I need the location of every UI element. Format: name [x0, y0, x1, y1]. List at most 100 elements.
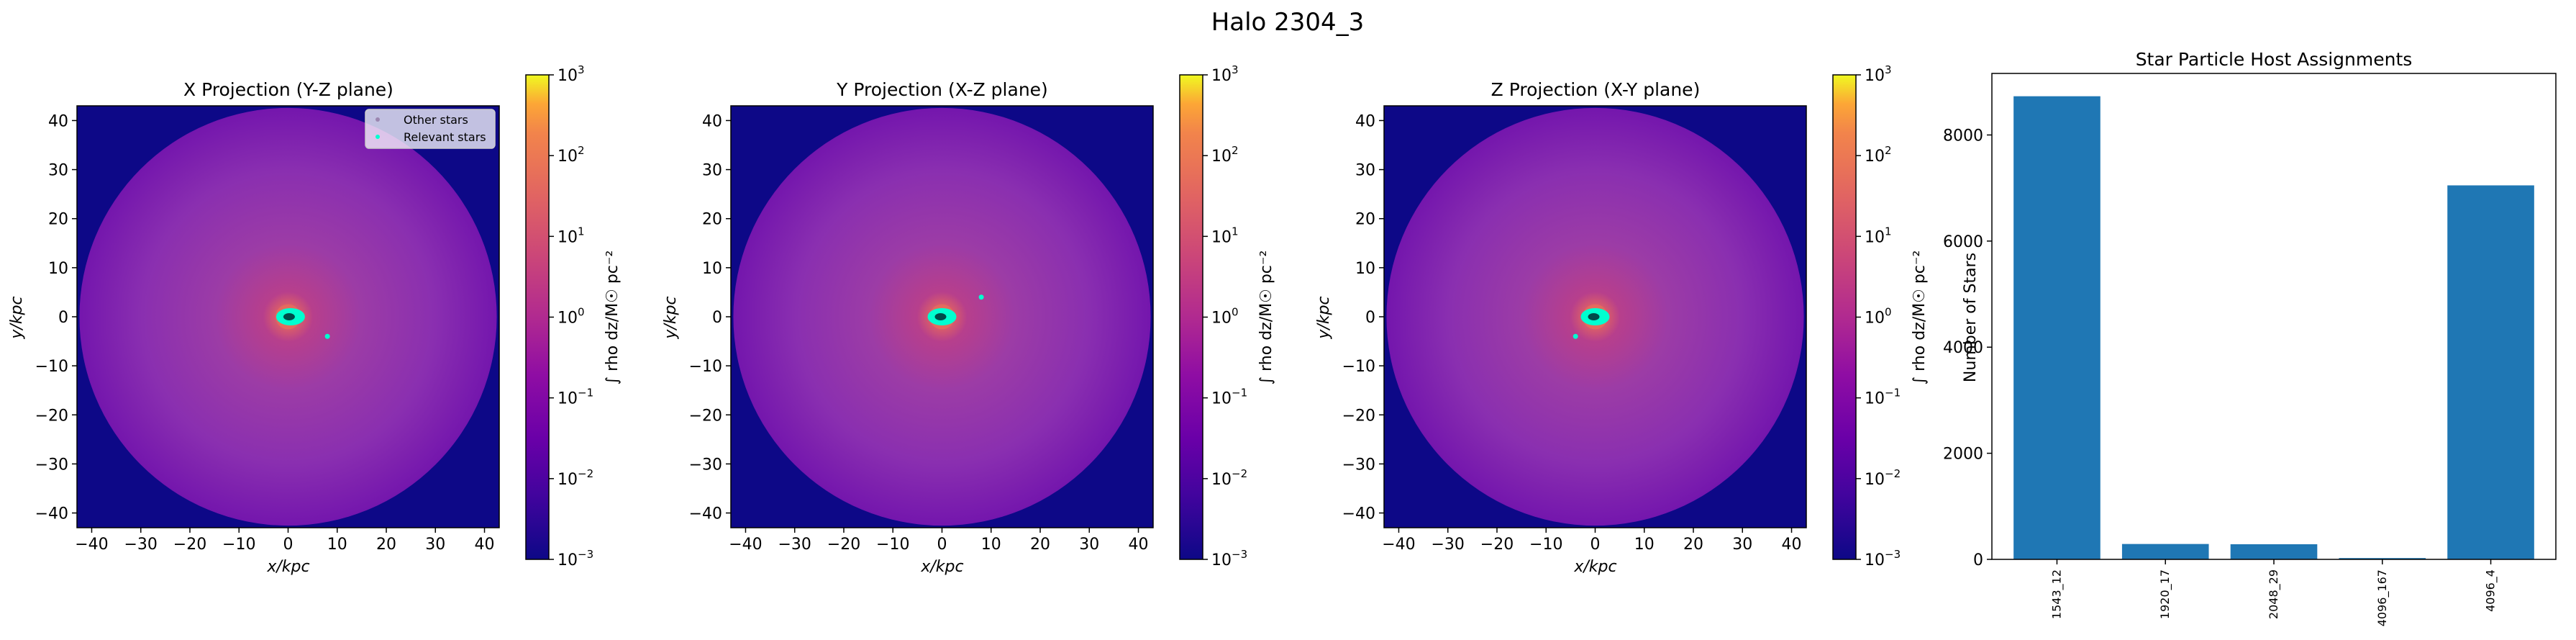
x-tick-label: −30 [778, 536, 811, 554]
x-tick-label: −40 [75, 536, 108, 554]
legend-other-stars-label: Other stars [404, 113, 468, 127]
y-tick-label: −10 [689, 358, 722, 376]
x-tick-label: −30 [124, 536, 158, 554]
bars [2013, 96, 2534, 560]
y-tick-label: −40 [689, 505, 722, 523]
y-tick-label: 0 [712, 309, 722, 327]
x-tick-label: 40 [1782, 536, 1802, 554]
y-tick-label: −10 [1342, 358, 1375, 376]
y-tick-label: 20 [48, 211, 68, 229]
y-axis-label: y/kpc [662, 296, 680, 339]
y-axis-label: Number of Stars [1962, 253, 1980, 382]
colorbar-tick-label: 10−3 [1865, 548, 1901, 569]
y-tick-label: 40 [702, 112, 722, 130]
relevant-stars [927, 294, 984, 325]
colorbar-tick-label: 103 [1865, 63, 1892, 85]
colorbar-tick-label: 10−1 [1211, 387, 1247, 408]
x-tick-label: 30 [1079, 536, 1099, 554]
y-tick-label: −20 [689, 407, 722, 425]
colorbar-tick-label: 10−2 [1865, 467, 1901, 489]
legend-relevant-stars-marker [376, 135, 380, 139]
x-tick-label: 40 [1129, 536, 1149, 554]
bar-1543_12 [2013, 96, 2101, 560]
y-projection-panel: Y Projection (X-Z plane) −40 −30 −20 −10 0 10… [662, 63, 1275, 576]
colorbar-tick-label: 10−2 [557, 467, 593, 489]
y-tick-label: −10 [35, 358, 68, 376]
legend: Other stars Relevant stars [365, 109, 496, 149]
colorbar-label: ∫ rho dz/M☉ pc⁻² [604, 251, 622, 385]
colorbar-tick-label: 102 [1211, 144, 1239, 166]
legend-other-stars-marker [376, 117, 380, 122]
figure-suptitle: Halo 2304_3 [1211, 8, 1365, 37]
y-tick-label: 0 [58, 309, 68, 327]
y-tick-label: −40 [35, 505, 68, 523]
colorbar-tick-label: 10−3 [557, 548, 593, 569]
x-axis-ticks: 1543_12 1920_17 2048_29 4096_167 4096_4 [2049, 559, 2498, 626]
y-tick-label: 30 [48, 162, 68, 180]
panel-title: Z Projection (X-Y plane) [1491, 79, 1701, 100]
y-axis-ticks: 0 2000 4000 6000 8000 [1943, 127, 1992, 569]
panel-title: Star Particle Host Assignments [2136, 49, 2413, 70]
panel-title: X Projection (Y-Z plane) [183, 79, 393, 100]
colorbar-tick-label: 10−1 [1865, 387, 1901, 408]
bar-4096_4 [2447, 185, 2534, 559]
x-tick-label: 20 [1683, 536, 1703, 554]
x-axis-label: x/kpc [266, 558, 309, 576]
colorbar: 103 102 101 100 10−1 10−2 10−3 [525, 63, 593, 569]
legend-box [365, 109, 496, 149]
relevant-stars [276, 308, 330, 339]
y-tick-label: −40 [1342, 505, 1375, 523]
colorbar-tick-label: 10−3 [1211, 548, 1247, 569]
y-tick-label: 30 [1355, 162, 1375, 180]
legend-relevant-stars-label: Relevant stars [404, 130, 486, 144]
y-axis-label: y/kpc [8, 296, 26, 339]
x-tick-label: 10 [327, 536, 347, 554]
y-tick-label: 8000 [1943, 127, 1983, 145]
x-tick-label: 20 [376, 536, 396, 554]
x-tick-label: 30 [425, 536, 445, 554]
x-tick-label: 0 [1590, 536, 1601, 554]
colorbar-tick-label: 100 [1211, 306, 1239, 328]
x-tick-label: −30 [1432, 536, 1465, 554]
x-tick-label: 1920_17 [2158, 569, 2172, 619]
colorbar-label: ∫ rho dz/M☉ pc⁻² [1911, 251, 1929, 385]
y-tick-label: 20 [702, 211, 722, 229]
relevant-star [1573, 333, 1578, 339]
colorbar: 103 102 101 100 10−1 10−2 10−3 [1832, 63, 1901, 569]
colorbar-tick-label: 102 [557, 144, 585, 166]
x-tick-label: −40 [1382, 536, 1415, 554]
x-axis-ticks: −40 −30 −20 −10 0 10 20 30 40 [1382, 528, 1802, 554]
colorbar-gradient [1179, 74, 1203, 560]
y-tick-label: 4000 [1943, 339, 1983, 357]
x-tick-label: −10 [876, 536, 909, 554]
y-axis-ticks: −40 −30 −20 −10 0 10 20 30 40 [689, 112, 731, 523]
colorbar-gradient [1832, 74, 1857, 560]
y-tick-label: −30 [35, 456, 68, 474]
x-tick-label: 1543_12 [2049, 569, 2064, 619]
star-cluster-core [1588, 313, 1600, 320]
x-tick-label: −20 [173, 536, 206, 554]
colorbar-tick-label: 101 [557, 225, 585, 246]
x-tick-label: −10 [222, 536, 255, 554]
bar-4096_167 [2339, 558, 2426, 559]
colorbar-gradient [525, 74, 550, 560]
colorbar-label: ∫ rho dz/M☉ pc⁻² [1257, 251, 1275, 385]
y-tick-label: 40 [1355, 112, 1375, 130]
x-tick-label: −20 [1480, 536, 1514, 554]
y-tick-label: −30 [689, 456, 722, 474]
colorbar-tick-label: 100 [557, 306, 585, 328]
x-tick-label: 10 [981, 536, 1001, 554]
y-tick-label: 0 [1973, 551, 1983, 569]
colorbar-tick-label: 10−2 [1211, 467, 1247, 489]
x-tick-label: −40 [729, 536, 762, 554]
x-tick-label: −20 [827, 536, 860, 554]
x-tick-label: −10 [1529, 536, 1562, 554]
x-axis-ticks: −40 −30 −20 −10 0 10 20 30 40 [75, 528, 495, 554]
x-tick-label: 0 [283, 536, 293, 554]
y-tick-label: 10 [48, 260, 68, 278]
z-projection-panel: Z Projection (X-Y plane) −40 −30 −20 −10 0 10… [1315, 63, 1929, 576]
colorbar-tick-label: 10−1 [557, 387, 593, 408]
plot-frame [1991, 73, 2557, 560]
colorbar-tick-label: 103 [1211, 63, 1239, 85]
